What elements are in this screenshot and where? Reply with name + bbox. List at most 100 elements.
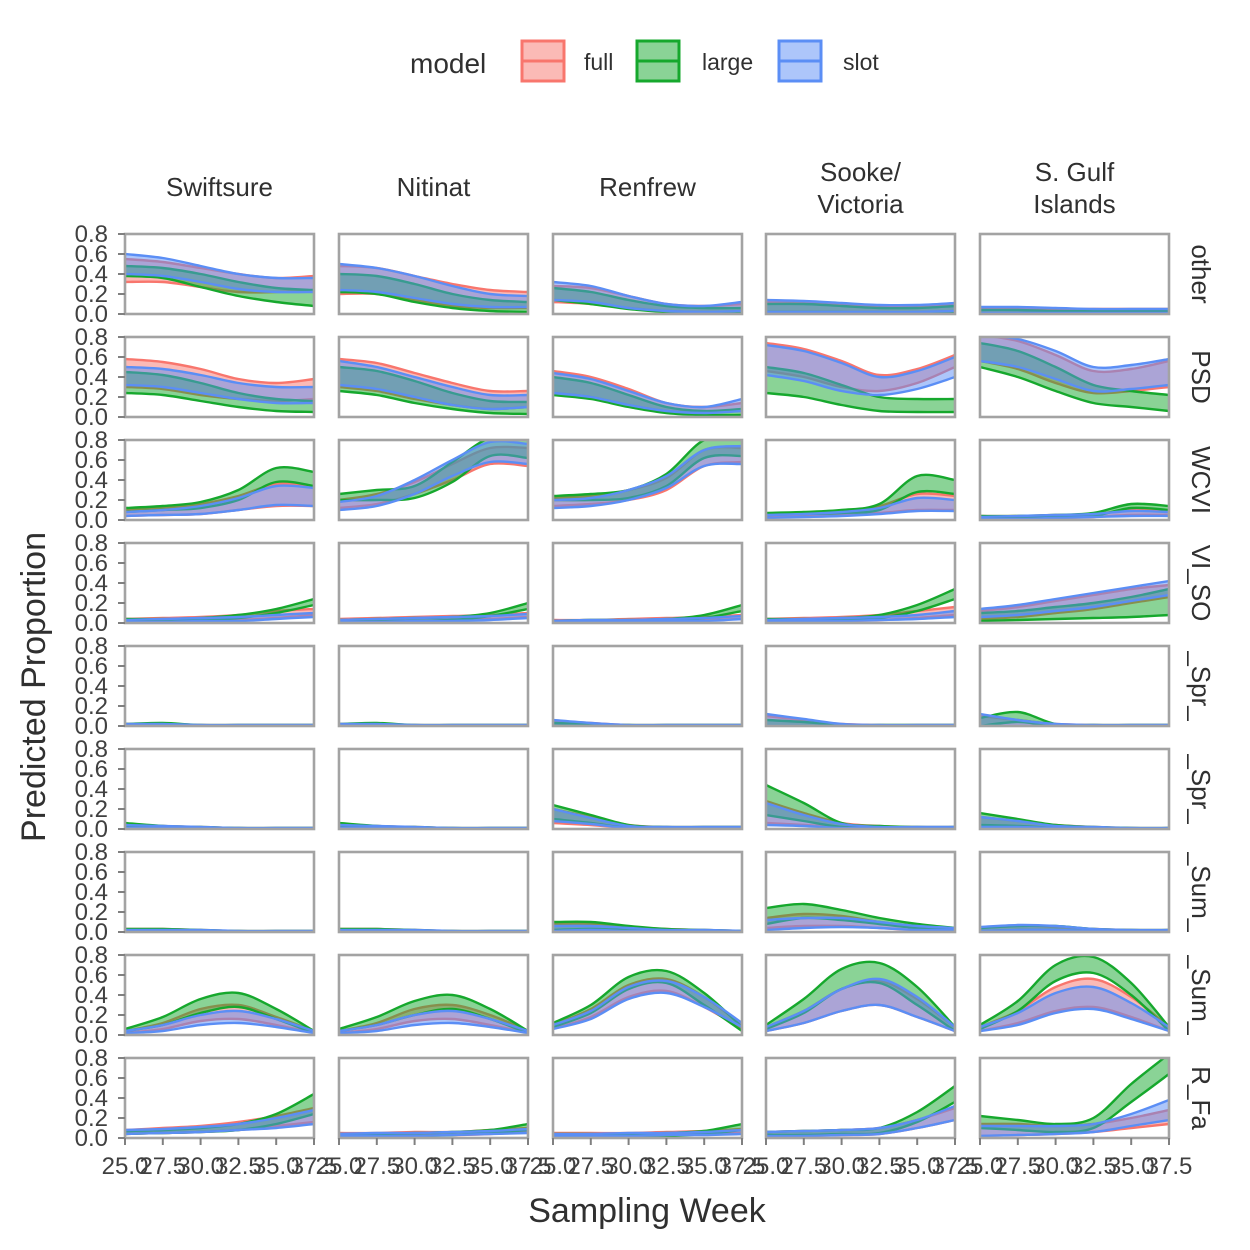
band-upper-line-large bbox=[980, 1058, 1166, 1126]
band-upper-line-slot bbox=[339, 1009, 528, 1033]
panel-border bbox=[764, 850, 957, 934]
band-lower-line-slot bbox=[125, 1021, 314, 1035]
band-upper-line-slot bbox=[339, 359, 528, 397]
band-upper-line-slot bbox=[125, 252, 314, 280]
band-lower-line-slot bbox=[553, 298, 742, 314]
panel bbox=[551, 1056, 744, 1140]
band-upper-line-slot bbox=[339, 612, 528, 622]
band-upper-line-large bbox=[980, 955, 1169, 1028]
band-lower-line-large bbox=[125, 391, 314, 414]
x-tick-label: 35.0 bbox=[681, 1153, 728, 1180]
panel bbox=[337, 953, 530, 1037]
band-upper-line-slot bbox=[553, 807, 742, 829]
panel bbox=[978, 850, 1171, 934]
panel-border bbox=[337, 438, 530, 522]
panel-border bbox=[978, 747, 1171, 831]
x-tick-label: 27.5 bbox=[994, 1153, 1041, 1180]
band-slot bbox=[980, 306, 1169, 313]
band-lower-line-slot bbox=[980, 928, 1169, 932]
panel bbox=[764, 644, 957, 728]
panel bbox=[764, 541, 957, 625]
panel-border bbox=[978, 953, 1171, 1037]
y-tick-label: 0.8 bbox=[75, 736, 108, 763]
x-tick-label: 25.0 bbox=[102, 1153, 149, 1180]
band-upper-line-slot bbox=[339, 440, 528, 504]
panel bbox=[764, 850, 957, 934]
x-tick-label: 25.0 bbox=[316, 1153, 363, 1180]
band-slot bbox=[766, 300, 955, 313]
band-large bbox=[980, 1058, 1169, 1133]
x-tick-label: 32.5 bbox=[215, 1153, 262, 1180]
y-tick-label: 0.4 bbox=[75, 570, 108, 597]
panel bbox=[551, 335, 744, 419]
panel-border bbox=[123, 747, 316, 831]
panel bbox=[337, 1056, 530, 1140]
y-tick-label: 0.4 bbox=[75, 776, 108, 803]
panel bbox=[337, 438, 530, 522]
y-tick-label: 0.8 bbox=[75, 839, 108, 866]
band-slot bbox=[125, 367, 314, 404]
row-strip-label: R_Fa bbox=[1186, 1066, 1216, 1130]
legend-label: slot bbox=[843, 49, 879, 75]
x-tick-label: 25.0 bbox=[743, 1153, 790, 1180]
panel-border bbox=[764, 644, 957, 728]
x-tick-label: 37.5 bbox=[505, 1153, 552, 1180]
band-lower-line-slot bbox=[339, 460, 528, 512]
band-large bbox=[339, 994, 528, 1033]
panel-border bbox=[764, 232, 957, 316]
band-upper-line-slot bbox=[766, 916, 955, 930]
band-lower-line-large bbox=[980, 365, 1169, 413]
x-tick-label: 30.0 bbox=[818, 1153, 865, 1180]
band-lower-line-large bbox=[980, 971, 1169, 1032]
row-strip-label: _Spr_ bbox=[1186, 650, 1216, 721]
band-lower-line-slot bbox=[339, 1021, 528, 1035]
band-lower-line-slot bbox=[125, 1122, 314, 1136]
panel bbox=[123, 541, 316, 625]
panel-border bbox=[551, 232, 744, 316]
y-tick-label: 0.6 bbox=[75, 241, 108, 268]
band-slot bbox=[980, 817, 1169, 829]
y-tick-label: 0.6 bbox=[75, 653, 108, 680]
band-large bbox=[766, 1086, 955, 1136]
y-tick-label: 0.4 bbox=[75, 673, 108, 700]
row-strip-label: PSD bbox=[1186, 350, 1216, 403]
band-slot bbox=[553, 373, 742, 413]
band-upper-line-slot bbox=[980, 985, 1169, 1029]
legend-label: large bbox=[702, 49, 753, 75]
y-tick-label: 0.0 bbox=[75, 404, 108, 431]
y-tick-label: 0.6 bbox=[75, 447, 108, 474]
y-tick-label: 0.4 bbox=[75, 879, 108, 906]
y-tick-label: 0.6 bbox=[75, 756, 108, 783]
x-tick-label: 37.5 bbox=[719, 1153, 766, 1180]
band-lower-line-slot bbox=[980, 593, 1169, 619]
band-lower-line-large bbox=[553, 393, 742, 417]
x-tick-label: 35.0 bbox=[253, 1153, 300, 1180]
column-strips: Swiftsure Nitinat Renfrew Sooke/Victoria S. … bbox=[166, 157, 1116, 219]
band-lower-line-slot bbox=[553, 1132, 742, 1138]
panel-border bbox=[337, 335, 530, 419]
legend: model full large slot bbox=[410, 39, 879, 83]
panel bbox=[123, 438, 316, 522]
y-tick-label: 0.8 bbox=[75, 1045, 108, 1072]
band-lower-line-large bbox=[125, 274, 314, 308]
legend-item-full: full bbox=[520, 39, 613, 83]
y-tick-label: 0.0 bbox=[75, 507, 108, 534]
y-tick-label: 0.8 bbox=[75, 530, 108, 557]
y-tick-label: 0.8 bbox=[75, 427, 108, 454]
row-strip-label: _Sum_ bbox=[1186, 850, 1216, 934]
x-tick-label: 27.5 bbox=[567, 1153, 614, 1180]
x-tick-label: 30.0 bbox=[605, 1153, 652, 1180]
panel-border bbox=[978, 541, 1171, 625]
y-tick-label: 0.6 bbox=[75, 344, 108, 371]
panel-border bbox=[978, 644, 1171, 728]
band-upper-line-slot bbox=[766, 1104, 955, 1134]
x-tick-label: 27.5 bbox=[780, 1153, 827, 1180]
band-large bbox=[125, 467, 314, 512]
panel-border bbox=[123, 644, 316, 728]
panel bbox=[551, 747, 744, 831]
y-tick-label: 0.2 bbox=[75, 1002, 108, 1029]
y-tick-label: 0.0 bbox=[75, 919, 108, 946]
y-tick-label: 0.6 bbox=[75, 859, 108, 886]
band-upper-line-slot bbox=[766, 977, 955, 1029]
band-lower-line-large bbox=[339, 389, 528, 416]
